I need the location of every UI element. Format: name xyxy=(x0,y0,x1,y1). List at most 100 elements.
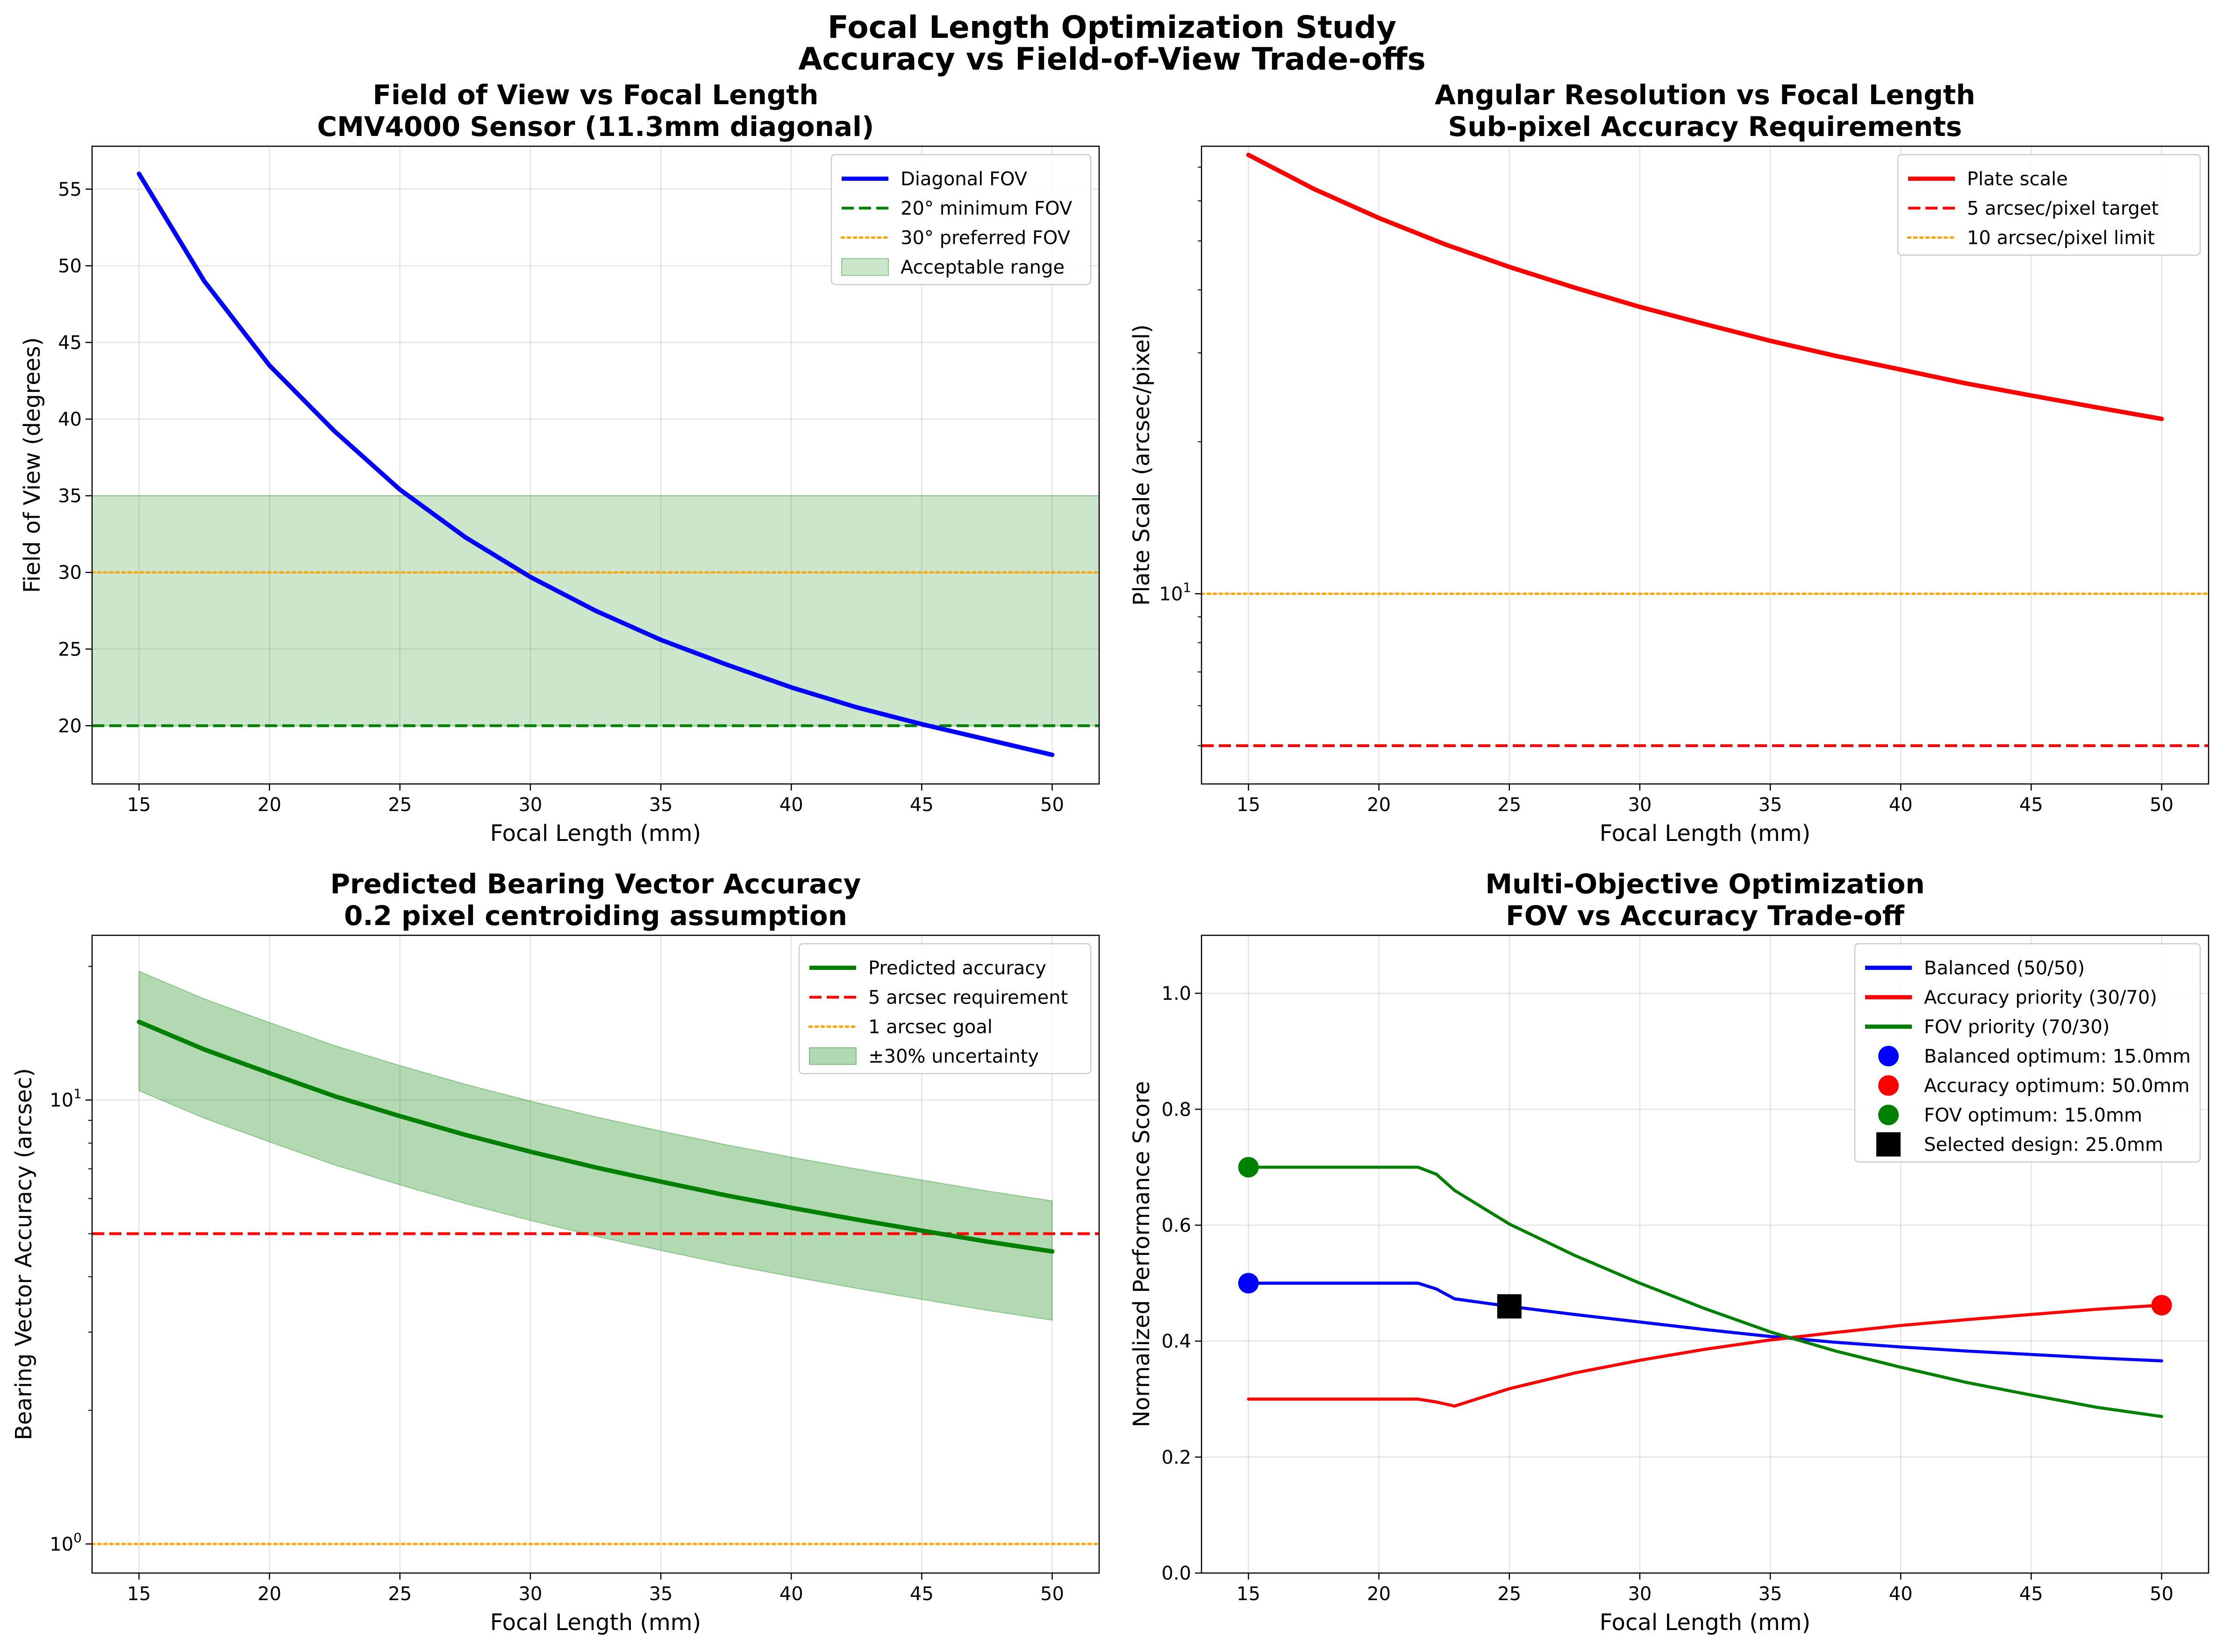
chart-subtitle: CMV4000 Sensor (11.3mm diagonal) xyxy=(317,111,874,142)
axes-frame xyxy=(91,934,1100,1574)
chart-title: Predicted Bearing Vector Accuracy xyxy=(330,868,861,900)
x-tick-label: 45 xyxy=(2019,794,2043,816)
x-tick-label: 15 xyxy=(1237,1583,1260,1605)
y-axis-label: Normalized Performance Score xyxy=(1129,1081,1155,1427)
y-tick-label: 50 xyxy=(58,256,82,277)
legend-marker-swatch xyxy=(1878,1104,1899,1125)
x-tick-label: 30 xyxy=(518,1583,542,1605)
x-axis-label: Focal Length (mm) xyxy=(1600,1609,1810,1636)
series-line xyxy=(1246,152,2164,421)
chart-panel-plate: Angular Resolution vs Focal LengthSub-pi… xyxy=(1129,79,2210,847)
figure-title-line-1: Focal Length Optimization Study xyxy=(827,9,1397,45)
x-tick-label: 40 xyxy=(779,1583,803,1605)
legend-label: FOV priority (70/30) xyxy=(1924,1017,2110,1038)
legend-label: Selected design: 25.0mm xyxy=(1924,1134,2163,1156)
legend-patch-swatch xyxy=(809,1047,857,1065)
legend-frame xyxy=(798,943,1092,1075)
legend-label: Acceptable range xyxy=(901,257,1065,278)
x-tick-label: 40 xyxy=(1889,1583,1913,1605)
legend-item: FOV priority (70/30) xyxy=(1865,1017,2110,1038)
legend-item: Diagonal FOV xyxy=(842,169,1028,190)
y-axis-label: Field of View (degrees) xyxy=(19,337,45,593)
x-tick-label: 35 xyxy=(1759,1583,1782,1605)
legend-item: Accuracy optimum: 50.0mm xyxy=(1878,1075,2189,1097)
legend-item: FOV optimum: 15.0mm xyxy=(1878,1104,2142,1126)
chart-title: Field of View vs Focal Length xyxy=(373,79,819,111)
legend-label: Diagonal FOV xyxy=(901,169,1028,190)
x-tick-label: 25 xyxy=(1497,1583,1521,1605)
legend-label: Accuracy optimum: 50.0mm xyxy=(1924,1075,2189,1097)
y-tick-label: 55 xyxy=(58,179,82,200)
legend-item: Balanced (50/50) xyxy=(1865,958,2085,979)
y-tick-label: 0.8 xyxy=(1161,1099,1191,1120)
y-tick-label: 101 xyxy=(50,1086,82,1111)
series-line xyxy=(136,1019,1055,1254)
legend-item: 5 arcsec requirement xyxy=(809,987,1068,1009)
legend-item: 20° minimum FOV xyxy=(842,198,1073,220)
x-tick-label: 40 xyxy=(779,794,803,816)
y-tick-label: 20 xyxy=(58,715,82,737)
x-tick-label: 35 xyxy=(1759,794,1782,816)
figure-title-line-2: Accuracy vs Field-of-View Trade-offs xyxy=(798,41,1426,77)
legend-patch-swatch xyxy=(841,258,889,276)
x-axis-label: Focal Length (mm) xyxy=(490,820,701,847)
legend-marker-swatch xyxy=(1876,1132,1901,1157)
x-tick-label: 40 xyxy=(1889,794,1913,816)
legend-label: 20° minimum FOV xyxy=(901,198,1073,220)
legend-label: 5 arcsec requirement xyxy=(868,987,1068,1009)
marker-optimum xyxy=(1238,1157,1259,1178)
y-tick-label: 1.0 xyxy=(1161,983,1191,1004)
legend-item: ±30% uncertainty xyxy=(809,1046,1039,1068)
x-tick-label: 15 xyxy=(1237,794,1260,816)
legend-label: Balanced optimum: 15.0mm xyxy=(1924,1046,2191,1068)
chart-subtitle: 0.2 pixel centroiding assumption xyxy=(344,900,847,932)
legend-item: 1 arcsec goal xyxy=(808,1017,993,1038)
plot-area xyxy=(1201,152,2209,748)
legend-marker-swatch xyxy=(1878,1075,1899,1096)
y-tick-label: 40 xyxy=(58,409,82,430)
x-tick-label: 35 xyxy=(649,794,673,816)
y-tick-label: 0.6 xyxy=(1161,1215,1191,1236)
legend-item: Plate scale xyxy=(1908,169,2068,190)
plot-area xyxy=(1247,1166,2163,1418)
marker-selected-design xyxy=(1497,1294,1522,1319)
x-tick-label: 20 xyxy=(257,1583,281,1605)
legend-label: Accuracy priority (30/70) xyxy=(1924,987,2157,1009)
y-tick-label: 35 xyxy=(58,485,82,507)
legend: Predicted accuracy 5 arcsec requirement 1 … xyxy=(798,943,1092,1075)
plot-area xyxy=(92,970,1099,1545)
x-tick-label: 25 xyxy=(388,794,412,816)
legend-label: 5 arcsec/pixel target xyxy=(1967,198,2159,220)
y-tick-label: 101 xyxy=(1159,580,1191,605)
legend-label: FOV optimum: 15.0mm xyxy=(1924,1105,2142,1126)
series-line xyxy=(136,171,1055,757)
y-tick-label: 0.0 xyxy=(1161,1563,1191,1584)
y-tick-label: 0.4 xyxy=(1161,1331,1191,1353)
legend-label: Balanced (50/50) xyxy=(1924,958,2085,979)
legend-item: Predicted accuracy xyxy=(809,958,1046,979)
legend-item: 30° preferred FOV xyxy=(840,228,1071,249)
series-line xyxy=(1247,1282,2163,1363)
series-line xyxy=(1247,1303,2163,1408)
x-tick-label: 15 xyxy=(127,1583,151,1605)
x-tick-label: 45 xyxy=(910,1583,934,1605)
y-axis-label: Bearing Vector Accuracy (arcsec) xyxy=(11,1068,37,1440)
x-tick-label: 15 xyxy=(127,794,151,816)
legend-frame xyxy=(1854,943,2201,1163)
x-tick-label: 30 xyxy=(518,794,542,816)
legend-item: Balanced optimum: 15.0mm xyxy=(1878,1046,2191,1068)
legend-label: ±30% uncertainty xyxy=(868,1046,1039,1068)
marker-optimum xyxy=(2151,1295,2172,1316)
axes-frame xyxy=(91,145,1100,785)
x-tick-label: 50 xyxy=(2150,794,2174,816)
x-tick-label: 45 xyxy=(910,794,934,816)
legend-label: Plate scale xyxy=(1967,169,2068,190)
x-tick-label: 20 xyxy=(1367,794,1391,816)
legend-item: 10 arcsec/pixel limit xyxy=(1907,228,2155,249)
x-tick-label: 30 xyxy=(1628,1583,1652,1605)
x-tick-label: 45 xyxy=(2019,1583,2043,1605)
axes-frame xyxy=(1201,145,2210,785)
